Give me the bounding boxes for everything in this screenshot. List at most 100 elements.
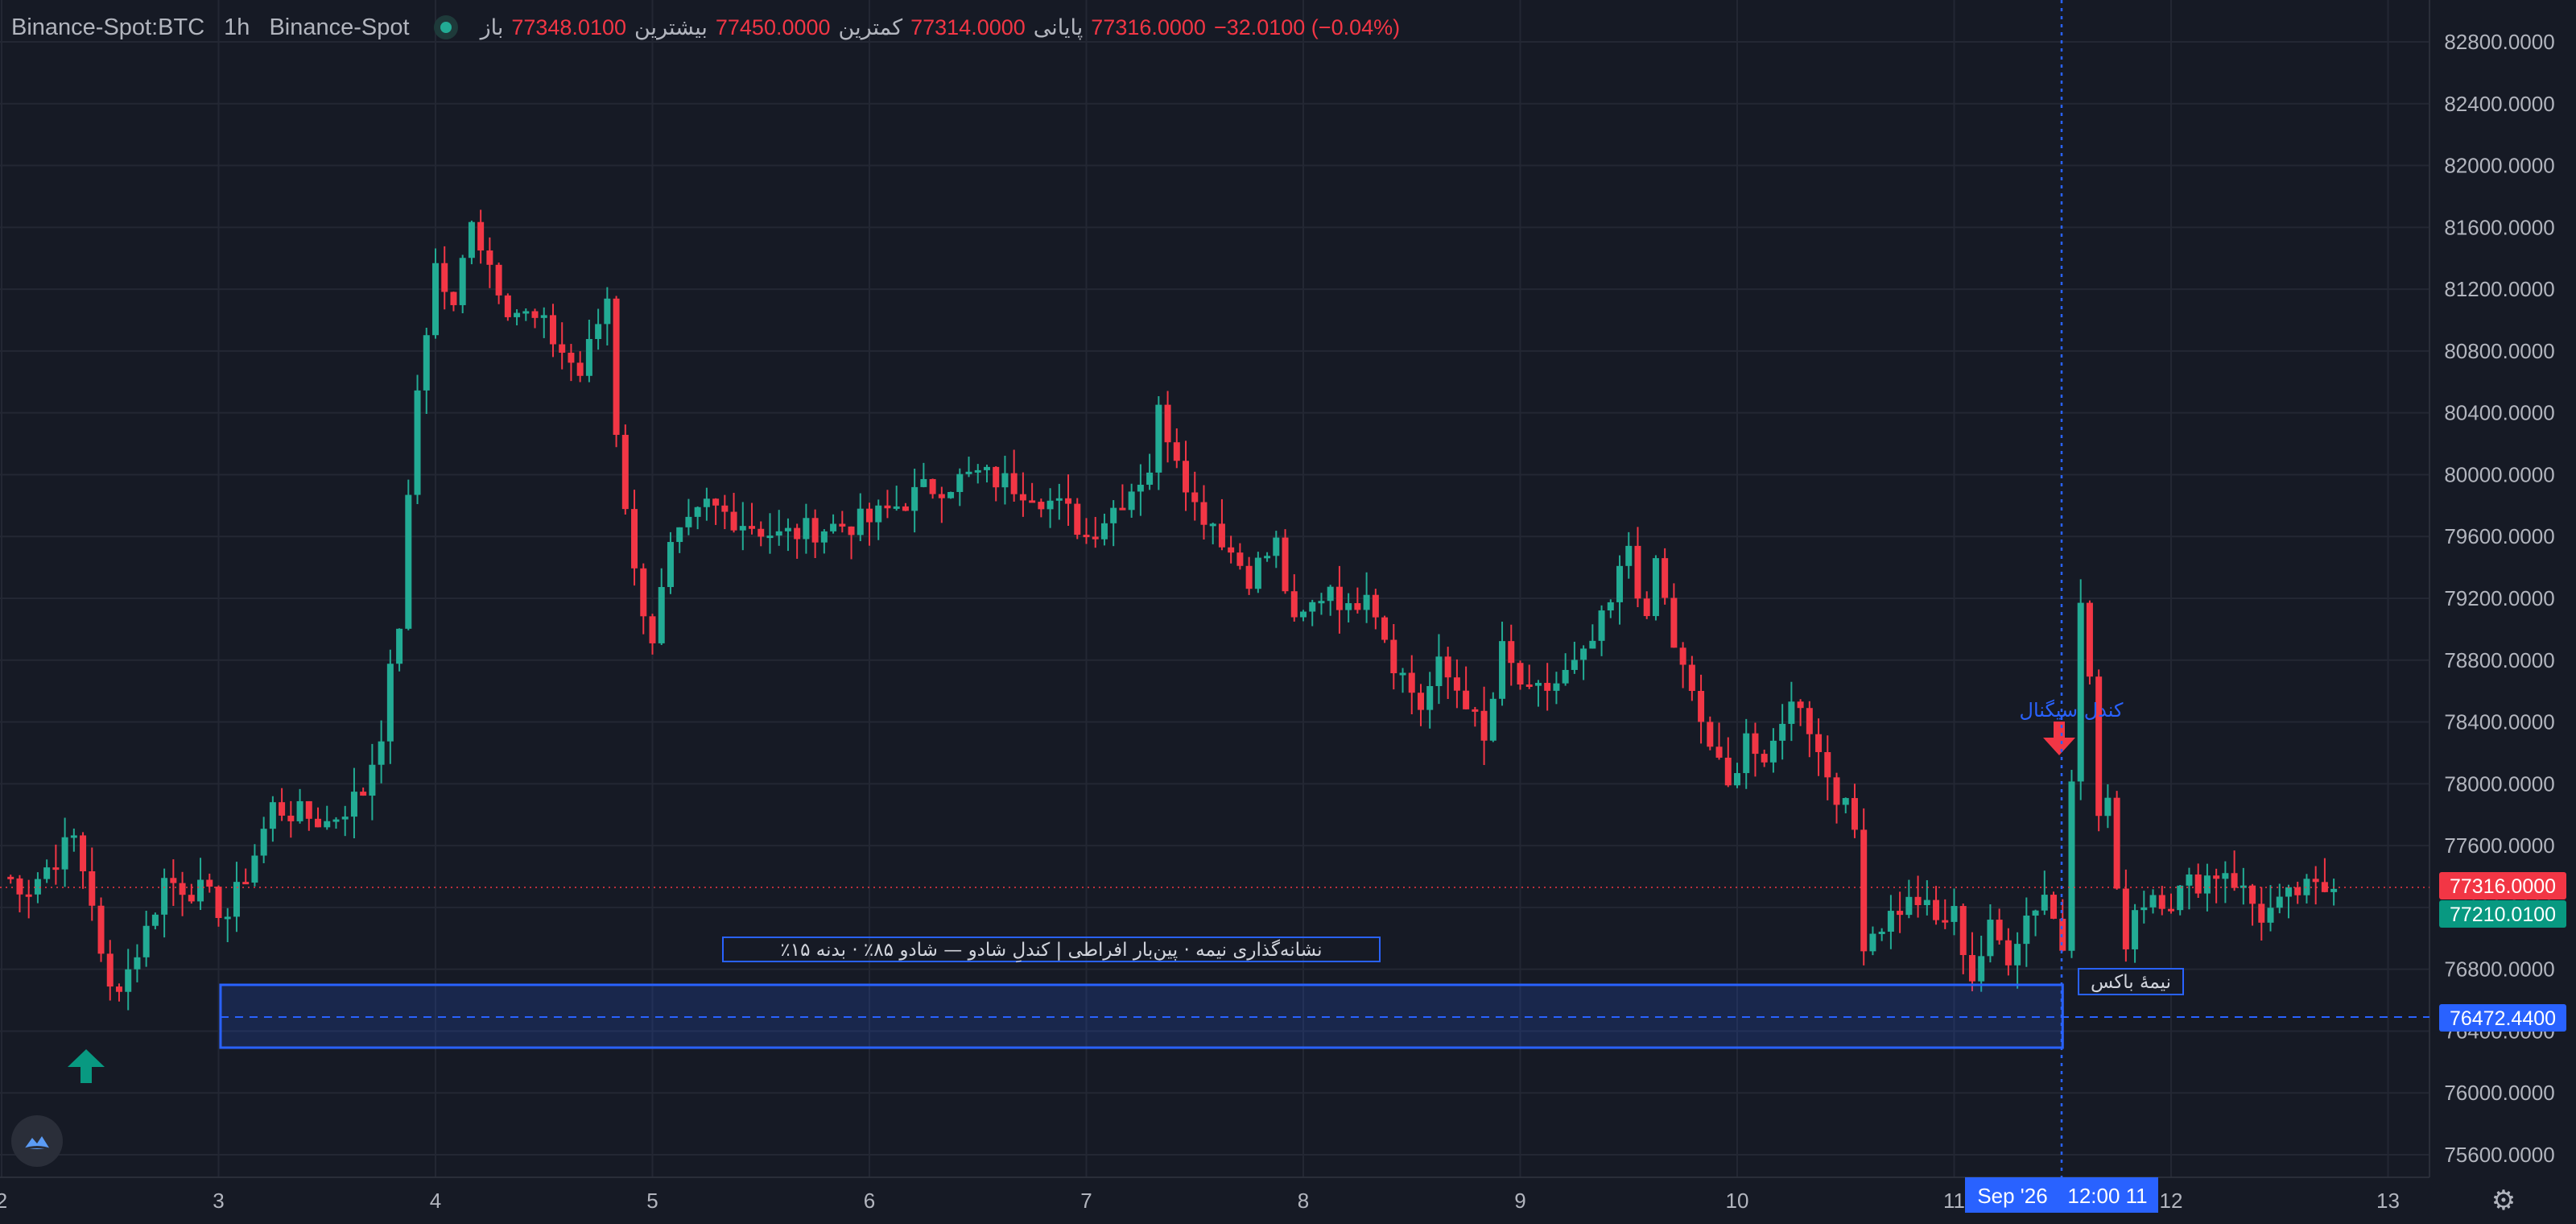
candle <box>1480 686 1488 765</box>
candle <box>2222 861 2229 904</box>
candle <box>1679 642 1686 688</box>
candle <box>2177 884 2184 916</box>
candle <box>1164 391 1171 463</box>
candle <box>2149 889 2157 914</box>
candle <box>947 491 955 499</box>
candle <box>341 805 349 837</box>
candle <box>1273 531 1280 569</box>
candle <box>1734 763 1740 788</box>
candle <box>1335 565 1343 634</box>
price-axis[interactable]: 82800.0000 82400.0000 82000.0000 81600.0000… <box>2444 30 2554 1167</box>
candle <box>965 457 972 478</box>
candle <box>2104 784 2112 829</box>
time-tick-label: 5 <box>646 1189 658 1213</box>
candle <box>477 209 485 264</box>
candle <box>721 494 729 530</box>
candle <box>1652 555 1659 621</box>
candle <box>2168 893 2174 914</box>
candle <box>920 462 927 488</box>
candle <box>269 796 276 842</box>
candle <box>1173 428 1180 469</box>
change-value: −32.0100 (−0.04%) <box>1213 14 1401 39</box>
candle <box>811 509 819 559</box>
candle <box>1055 483 1063 520</box>
candle <box>242 868 250 885</box>
low-label: کمترین <box>838 14 903 39</box>
candle <box>2249 883 2256 926</box>
cloud-logo-icon[interactable] <box>11 1115 63 1167</box>
candle <box>1815 718 1823 776</box>
time-tick-label: 7 <box>1080 1189 1092 1213</box>
candle <box>504 293 511 321</box>
signal-label: کندل سیگنال <box>2020 699 2124 722</box>
candle <box>1417 684 1424 726</box>
candle <box>794 523 801 559</box>
candle <box>2068 770 2075 958</box>
candle <box>1634 527 1641 608</box>
price-tick-label: 75600.0000 <box>2444 1143 2554 1167</box>
time-tick-label: 12 <box>2160 1189 2183 1213</box>
grid <box>0 0 2429 1177</box>
candle <box>1851 784 1858 838</box>
candle <box>1987 904 1994 963</box>
candle <box>1589 624 1596 649</box>
candle <box>1200 485 1208 540</box>
candle <box>61 817 68 887</box>
candle <box>1100 513 1108 546</box>
candle <box>1290 574 1298 622</box>
candle <box>7 875 14 884</box>
candle <box>1463 666 1470 710</box>
candle <box>640 563 647 635</box>
candle <box>685 498 692 536</box>
candle <box>658 568 665 645</box>
price-tick-label: 78000.0000 <box>2444 771 2554 796</box>
candle <box>287 800 295 838</box>
time-axis[interactable]: 2 3 4 5 6 7 8 9 10 11 12 13 <box>0 1189 2400 1213</box>
price-tick-label: 76000.0000 <box>2444 1081 2554 1105</box>
candle <box>2032 909 2039 937</box>
candle <box>2050 891 2058 920</box>
candle <box>929 478 936 499</box>
candle <box>1489 692 1496 742</box>
candle <box>1833 772 1840 824</box>
candle <box>576 351 584 382</box>
candle <box>1046 488 1054 528</box>
price-tick-label: 80000.0000 <box>2444 462 2554 486</box>
time-tick-label: 11 <box>1943 1189 1965 1213</box>
candle <box>2203 863 2211 912</box>
candle <box>369 743 376 821</box>
candle <box>857 493 864 542</box>
candle <box>2113 791 2120 890</box>
candle <box>2231 850 2238 891</box>
candle <box>360 787 367 796</box>
candle <box>820 529 828 554</box>
candle <box>1110 500 1117 547</box>
candle <box>1327 585 1334 616</box>
candle <box>324 805 331 830</box>
candle <box>197 858 204 910</box>
gear-icon[interactable]: ⚙ <box>2491 1185 2516 1216</box>
candle <box>1318 593 1325 615</box>
price-tick-label: 81200.0000 <box>2444 277 2554 301</box>
price-tick-label: 76800.0000 <box>2444 957 2554 982</box>
candle <box>649 614 656 655</box>
candle <box>1228 536 1235 564</box>
candle <box>1137 464 1144 516</box>
candle <box>585 320 592 382</box>
candle <box>766 513 774 554</box>
candle <box>2258 887 2265 941</box>
candle <box>2330 879 2338 906</box>
candle <box>215 885 222 927</box>
symbol-label[interactable]: Binance-Spot:BTC <box>11 14 205 40</box>
candle <box>80 832 87 889</box>
timeframe-label[interactable]: 1h <box>224 14 250 40</box>
candle <box>739 502 746 551</box>
candle <box>115 983 122 1002</box>
candle <box>1761 749 1768 767</box>
candle <box>1724 737 1732 788</box>
candle <box>2041 870 2048 916</box>
candle <box>423 328 430 415</box>
candle <box>97 897 105 962</box>
